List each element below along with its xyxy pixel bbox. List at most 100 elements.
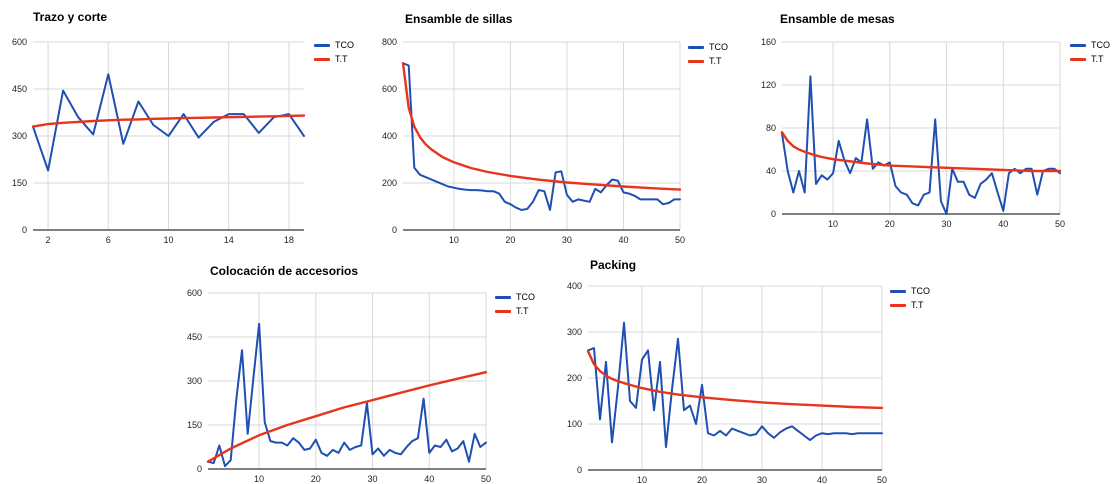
y-tick-label: 80 bbox=[766, 123, 776, 133]
x-tick-label: 2 bbox=[46, 235, 51, 245]
x-tick-label: 10 bbox=[449, 235, 459, 245]
series-line-tco bbox=[32, 73, 305, 172]
legend-label-tco: TCO bbox=[1091, 40, 1110, 50]
y-tick-label: 0 bbox=[197, 464, 202, 474]
chart-title: Ensamble de mesas bbox=[780, 12, 895, 26]
series-line-tco bbox=[207, 322, 487, 468]
x-tick-label: 18 bbox=[284, 235, 294, 245]
x-tick-label: 30 bbox=[368, 474, 378, 484]
y-tick-label: 400 bbox=[382, 131, 397, 141]
chart-plot: 0 150 300 450 600 2 6 10 14 18 bbox=[12, 37, 306, 245]
legend-item-tco: TCO bbox=[314, 38, 354, 52]
chart-legend: TCO T.T bbox=[495, 290, 535, 318]
series-line-tt bbox=[31, 114, 306, 128]
x-tick-label: 30 bbox=[942, 219, 952, 229]
legend-item-tco: TCO bbox=[1070, 38, 1110, 52]
x-tick-label: 30 bbox=[757, 475, 767, 484]
chart-title: Packing bbox=[590, 258, 637, 272]
x-tick-label: 20 bbox=[311, 474, 321, 484]
grid: 0 100 200 300 400 10 20 30 40 50 bbox=[567, 281, 887, 484]
y-tick-label: 0 bbox=[577, 465, 582, 475]
chart-legend: TCO T.T bbox=[688, 40, 728, 68]
y-tick-label: 600 bbox=[382, 84, 397, 94]
legend-label-tt: T.T bbox=[911, 300, 924, 310]
y-tick-label: 800 bbox=[382, 37, 397, 47]
chart-title: Ensamble de sillas bbox=[405, 12, 513, 26]
legend-swatch-tco bbox=[688, 45, 704, 49]
x-tick-label: 14 bbox=[224, 235, 234, 245]
legend-item-tt: T.T bbox=[688, 54, 728, 68]
x-tick-label: 50 bbox=[877, 475, 887, 484]
legend-swatch-tt bbox=[314, 57, 330, 61]
series-line-tco bbox=[587, 321, 883, 448]
y-tick-label: 160 bbox=[761, 37, 776, 47]
chart-ensamble-de-sillas: Ensamble de sillas 0 200 400 600 800 10 20 30 40… bbox=[382, 12, 728, 245]
legend-label-tt: T.T bbox=[1091, 54, 1104, 64]
grid: 0 40 80 120 160 10 20 30 40 50 bbox=[761, 37, 1065, 229]
legend-swatch-tco bbox=[1070, 43, 1086, 47]
chart-title: Trazo y corte bbox=[33, 10, 108, 24]
y-tick-label: 0 bbox=[771, 209, 776, 219]
x-tick-label: 30 bbox=[562, 235, 572, 245]
y-tick-label: 600 bbox=[187, 288, 202, 298]
y-tick-label: 200 bbox=[567, 373, 582, 383]
x-tick-label: 20 bbox=[505, 235, 515, 245]
series-line-tco bbox=[402, 62, 681, 211]
x-tick-label: 20 bbox=[697, 475, 707, 484]
series-line-tt bbox=[780, 131, 1062, 173]
y-tick-label: 0 bbox=[22, 225, 27, 235]
y-tick-label: 0 bbox=[392, 225, 397, 235]
x-tick-label: 50 bbox=[1055, 219, 1065, 229]
legend-item-tt: T.T bbox=[314, 52, 354, 66]
chart-title: Colocación de accesorios bbox=[210, 264, 359, 278]
legend-label-tco: TCO bbox=[335, 40, 354, 50]
chart-legend: TCO T.T bbox=[314, 38, 354, 66]
legend-swatch-tco bbox=[314, 43, 330, 47]
legend-swatch-tt bbox=[495, 309, 511, 313]
legend-label-tt: T.T bbox=[335, 54, 348, 64]
legend-item-tco: TCO bbox=[495, 290, 535, 304]
y-tick-label: 150 bbox=[187, 420, 202, 430]
grid: 0 150 300 450 600 10 20 30 40 50 bbox=[187, 288, 491, 484]
x-tick-label: 40 bbox=[618, 235, 628, 245]
legend-label-tco: TCO bbox=[709, 42, 728, 52]
y-tick-label: 120 bbox=[761, 80, 776, 90]
legend-label-tco: TCO bbox=[911, 286, 930, 296]
x-tick-label: 6 bbox=[106, 235, 111, 245]
y-tick-label: 300 bbox=[12, 131, 27, 141]
legend-item-tco: TCO bbox=[890, 284, 930, 298]
y-tick-label: 300 bbox=[567, 327, 582, 337]
x-tick-label: 50 bbox=[675, 235, 685, 245]
chart-legend: TCO T.T bbox=[890, 284, 930, 312]
y-tick-label: 450 bbox=[187, 332, 202, 342]
grid: 0 150 300 450 600 2 6 10 14 18 bbox=[12, 37, 304, 245]
grid: 0 200 400 600 800 10 20 30 40 50 bbox=[382, 37, 685, 245]
legend-label-tt: T.T bbox=[709, 56, 722, 66]
chart-ensamble-de-mesas: Ensamble de mesas 0 40 80 120 160 10 20 30 40 50 … bbox=[761, 12, 1110, 229]
chart-plot: 0 40 80 120 160 10 20 30 40 50 bbox=[761, 37, 1065, 229]
legend-swatch-tt bbox=[890, 303, 906, 307]
legend-item-tt: T.T bbox=[1070, 52, 1110, 66]
y-tick-label: 150 bbox=[12, 178, 27, 188]
y-tick-label: 200 bbox=[382, 178, 397, 188]
legend-label-tco: TCO bbox=[516, 292, 535, 302]
x-tick-label: 50 bbox=[481, 474, 491, 484]
x-tick-label: 10 bbox=[828, 219, 838, 229]
chart-legend: TCO T.T bbox=[1070, 38, 1110, 66]
y-tick-label: 450 bbox=[12, 84, 27, 94]
series-line-tt bbox=[586, 350, 884, 410]
series-line-tt bbox=[401, 62, 682, 191]
legend-swatch-tt bbox=[1070, 57, 1086, 61]
y-tick-label: 400 bbox=[567, 281, 582, 291]
y-tick-label: 600 bbox=[12, 37, 27, 47]
x-tick-label: 20 bbox=[885, 219, 895, 229]
legend-item-tt: T.T bbox=[890, 298, 930, 312]
legend-item-tt: T.T bbox=[495, 304, 535, 318]
legend-item-tco: TCO bbox=[688, 40, 728, 54]
y-tick-label: 100 bbox=[567, 419, 582, 429]
legend-label-tt: T.T bbox=[516, 306, 529, 316]
